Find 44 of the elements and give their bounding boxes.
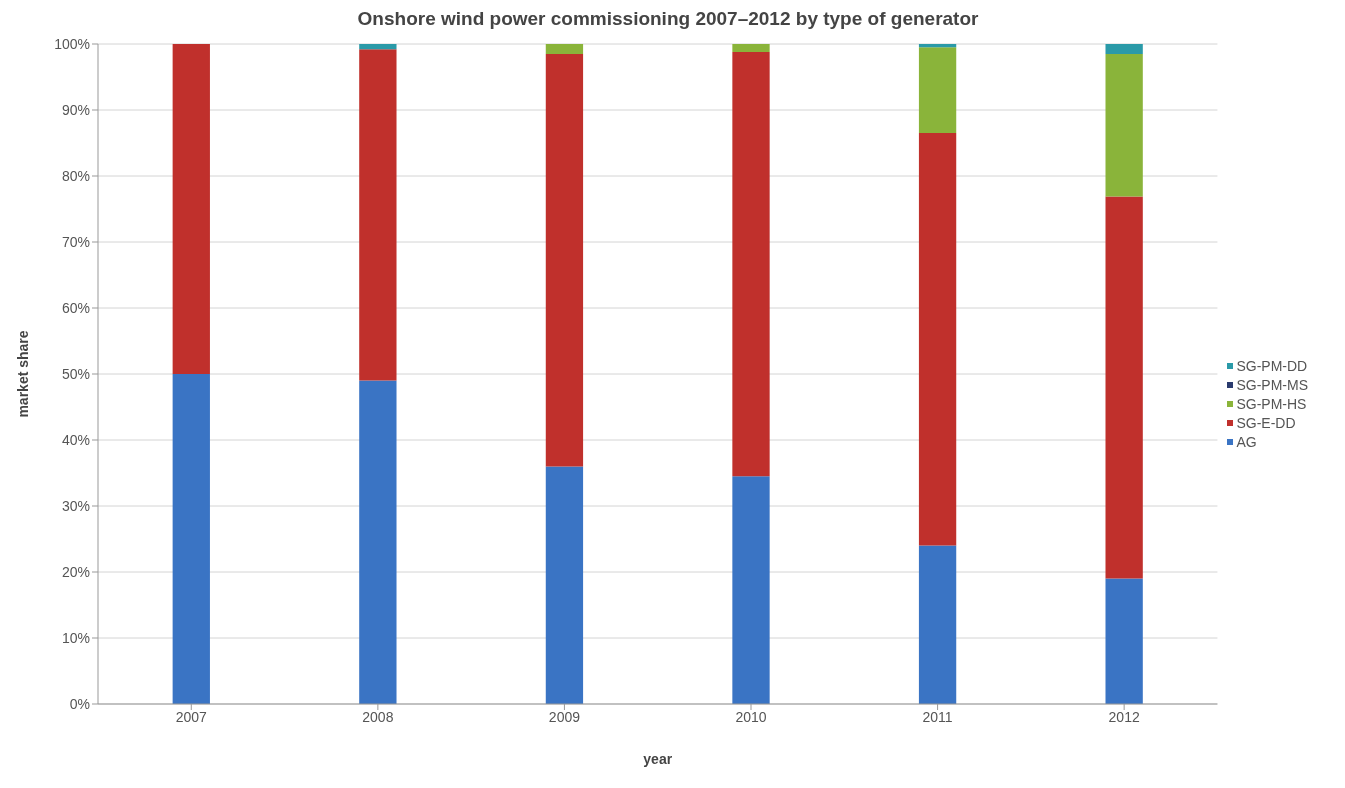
chart-title: Onshore wind power commissioning 2007–2012 by type of generator [356, 8, 980, 30]
legend-label: SG-PM-HS [1236, 396, 1307, 412]
y-tick-label: 60% [61, 299, 90, 316]
bar [359, 49, 397, 381]
y-tick-label: 100% [54, 35, 90, 52]
legend-label: SG-PM-MS [1236, 377, 1308, 393]
legend-label: AG [1236, 434, 1257, 450]
bar [545, 53, 584, 467]
x-tick-label: 2007 [175, 708, 208, 725]
bar [172, 374, 210, 704]
x-tick-label: 2008 [362, 708, 394, 725]
bar [918, 133, 957, 546]
legend-label: SG-PM-DD [1236, 358, 1308, 374]
bar [545, 466, 584, 704]
bar [1105, 53, 1143, 197]
y-tick-label: 50% [61, 365, 90, 382]
legend-label: SG-E-DD [1236, 415, 1296, 431]
x-tick-label: 2012 [1108, 708, 1140, 725]
bar [1105, 578, 1143, 704]
bar [732, 44, 770, 52]
y-axis-title: market share [14, 330, 31, 418]
bar [918, 44, 957, 48]
y-tick-label: 70% [61, 233, 90, 250]
y-tick-label: 80% [61, 167, 90, 184]
bar [918, 47, 957, 134]
x-tick-label: 2011 [922, 708, 953, 725]
bar [359, 380, 397, 704]
bar [359, 44, 397, 50]
y-tick-label: 90% [61, 101, 90, 118]
x-tick-label: 2010 [735, 708, 767, 725]
bar [1105, 196, 1143, 579]
x-tick-label: 2009 [548, 708, 581, 725]
bar [918, 545, 957, 704]
y-tick-label: 40% [61, 431, 90, 448]
y-tick-label: 20% [61, 563, 90, 580]
y-tick-label: 30% [61, 497, 90, 514]
bar [172, 44, 210, 374]
bar [732, 51, 770, 477]
bar [545, 44, 584, 54]
bar [732, 476, 770, 704]
y-tick-label: 10% [61, 629, 90, 646]
y-tick-label: 0% [69, 695, 90, 712]
bar [1105, 44, 1143, 54]
x-axis-title: year [643, 751, 673, 767]
